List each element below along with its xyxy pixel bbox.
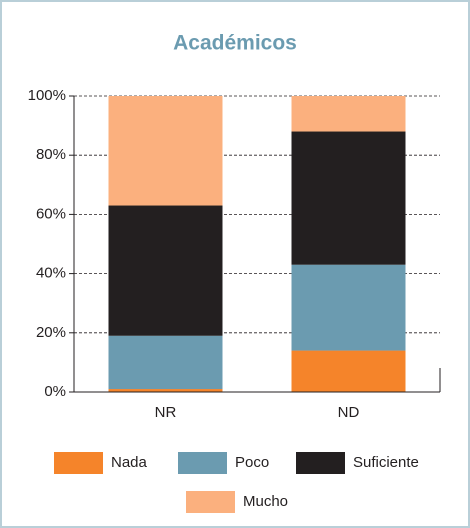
y-tick-label: 0% (44, 383, 66, 400)
y-tick-label: 20% (36, 324, 66, 341)
y-tick-label: 100% (28, 87, 66, 104)
bar-segment (108, 96, 223, 206)
legend-label: Mucho (243, 493, 288, 510)
legend-swatch (296, 452, 345, 474)
bar-segment (108, 389, 223, 392)
y-tick-label: 60% (36, 205, 66, 222)
bar-segment (291, 350, 406, 392)
x-tick-label: NR (155, 404, 177, 421)
y-tick-label: 80% (36, 146, 66, 163)
legend-swatch (54, 452, 103, 474)
x-tick-label: ND (338, 404, 360, 421)
legend-label: Nada (111, 454, 148, 471)
legend-label: Poco (235, 454, 269, 471)
bar-segment (108, 205, 223, 336)
bar-segment (291, 131, 406, 265)
bar-segment (108, 335, 223, 390)
bar-segment (291, 264, 406, 351)
legend-swatch (186, 491, 235, 513)
y-tick-label: 40% (36, 265, 66, 282)
legend-swatch (178, 452, 227, 474)
chart-title: Académicos (173, 32, 297, 55)
legend-label: Suficiente (353, 454, 419, 471)
bar-segment (291, 96, 406, 132)
